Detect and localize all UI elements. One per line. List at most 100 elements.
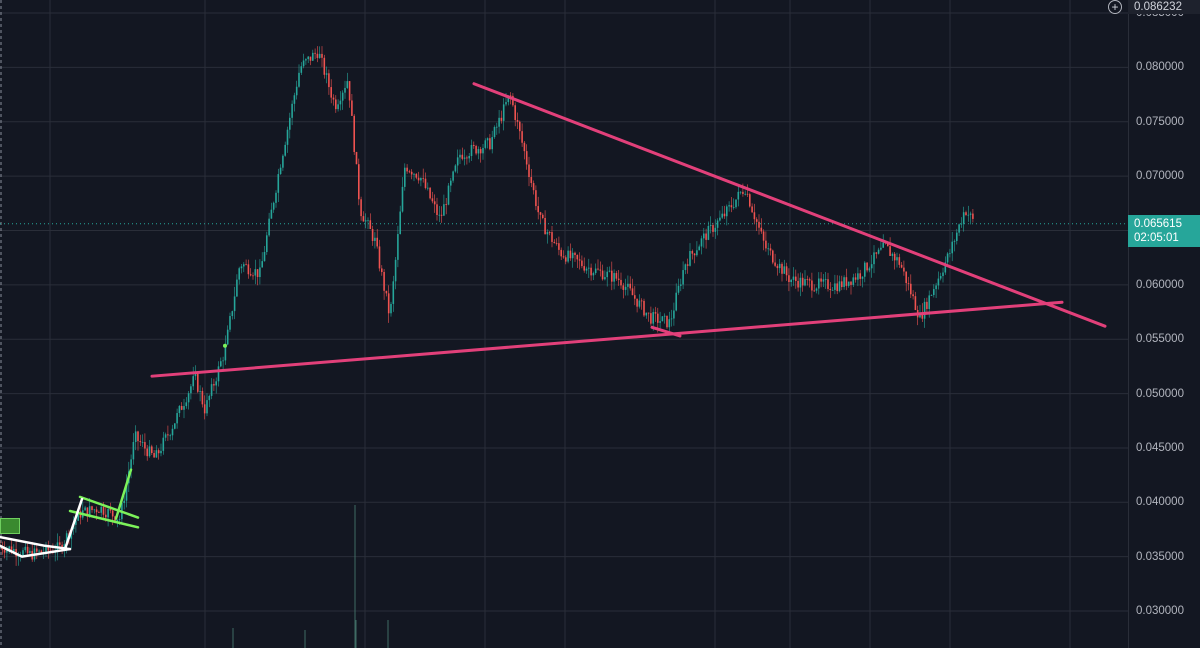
candle-body xyxy=(836,283,838,292)
candle-body xyxy=(859,273,861,279)
candle-body xyxy=(477,149,480,154)
candle-body xyxy=(597,268,599,270)
candle-body xyxy=(270,209,273,219)
candle-body xyxy=(500,117,503,121)
candle-body xyxy=(256,269,259,278)
candle-body xyxy=(381,268,383,272)
candle-body xyxy=(516,120,519,122)
candle-body xyxy=(125,483,128,501)
candle-body xyxy=(896,257,898,261)
candle-body xyxy=(137,431,139,442)
candle-body xyxy=(650,313,652,324)
candle-body xyxy=(666,315,668,328)
candle-body xyxy=(523,142,526,152)
candle-body xyxy=(134,431,137,443)
candle-body xyxy=(45,545,47,553)
candle-body xyxy=(390,303,392,314)
candle-body xyxy=(236,279,238,297)
candle-body xyxy=(615,273,618,279)
candle-body xyxy=(233,296,236,312)
candle-body xyxy=(778,263,781,269)
candle-body xyxy=(815,288,818,291)
candle-body xyxy=(604,277,606,280)
candle-body xyxy=(661,316,664,322)
candle-body xyxy=(427,187,429,189)
candle-body xyxy=(838,281,841,292)
candle-body xyxy=(284,144,286,156)
chart-area[interactable] xyxy=(0,0,1128,648)
candle-body xyxy=(880,247,882,250)
candle-body xyxy=(282,155,284,168)
candle-body xyxy=(795,276,797,281)
candle-body xyxy=(861,276,864,279)
candle-body xyxy=(148,446,151,457)
candle-body xyxy=(613,273,615,282)
candle-body xyxy=(638,300,641,307)
candle-body xyxy=(98,512,100,513)
candle-body xyxy=(539,212,542,215)
candle-body xyxy=(438,214,441,216)
price-axis[interactable]: 0.0850000.0800000.0750000.0700000.065000… xyxy=(1128,0,1200,648)
candle-body xyxy=(470,144,473,157)
candle-body xyxy=(102,506,105,515)
candle-body xyxy=(86,507,89,517)
candle-body xyxy=(912,294,914,297)
candle-body xyxy=(116,519,119,522)
candle-body xyxy=(107,509,109,518)
candle-body xyxy=(801,277,804,286)
candle-body xyxy=(105,514,107,518)
candle-body xyxy=(406,167,408,172)
plus-icon[interactable]: + xyxy=(1108,0,1122,14)
candle-body xyxy=(433,201,436,205)
candle-body xyxy=(185,402,188,407)
candle-body xyxy=(509,95,512,97)
candlestick-chart[interactable] xyxy=(0,0,1128,648)
candle-body xyxy=(215,381,217,386)
candle-body xyxy=(783,266,786,274)
candle-body xyxy=(914,296,917,311)
candle-body xyxy=(958,224,960,233)
candle-body xyxy=(569,250,572,259)
candle-body xyxy=(392,281,395,304)
candle-body xyxy=(813,290,815,292)
candle-body xyxy=(594,268,597,274)
candle-body xyxy=(298,72,300,87)
candle-body xyxy=(834,283,836,290)
candle-body xyxy=(937,278,940,286)
candle-body xyxy=(755,219,758,222)
white-pattern-3 xyxy=(63,497,84,551)
candle-body xyxy=(473,144,475,146)
candle-body xyxy=(751,206,753,213)
candle-body xyxy=(374,237,376,241)
current-price-badge: 0.065615 02:05:01 xyxy=(1128,214,1200,247)
candle-body xyxy=(385,290,388,294)
candle-body xyxy=(387,293,390,314)
candle-body xyxy=(493,127,496,138)
candle-body xyxy=(739,191,742,193)
candle-body xyxy=(735,199,737,208)
candle-body xyxy=(877,249,880,254)
candle-body xyxy=(450,180,452,186)
candle-body xyxy=(328,73,330,88)
candle-body xyxy=(972,213,974,219)
candle-body xyxy=(670,318,673,320)
candle-body xyxy=(868,268,871,271)
price-tick-label: 0.060000 xyxy=(1136,278,1184,291)
candle-body xyxy=(17,556,20,557)
candle-body xyxy=(608,270,611,272)
candle-body xyxy=(6,548,8,553)
candle-body xyxy=(788,275,790,283)
candle-body xyxy=(210,384,213,396)
candle-body xyxy=(222,360,224,362)
candle-body xyxy=(353,115,355,152)
candle-body xyxy=(422,177,424,179)
price-tick-label: 0.030000 xyxy=(1136,605,1184,618)
candle-body xyxy=(806,279,809,280)
candle-body xyxy=(627,283,629,287)
candle-body xyxy=(206,400,208,414)
candle-body xyxy=(220,361,222,367)
candle-body xyxy=(144,442,146,449)
candle-body xyxy=(558,243,560,250)
candle-body xyxy=(155,450,158,458)
candle-body xyxy=(514,105,516,121)
